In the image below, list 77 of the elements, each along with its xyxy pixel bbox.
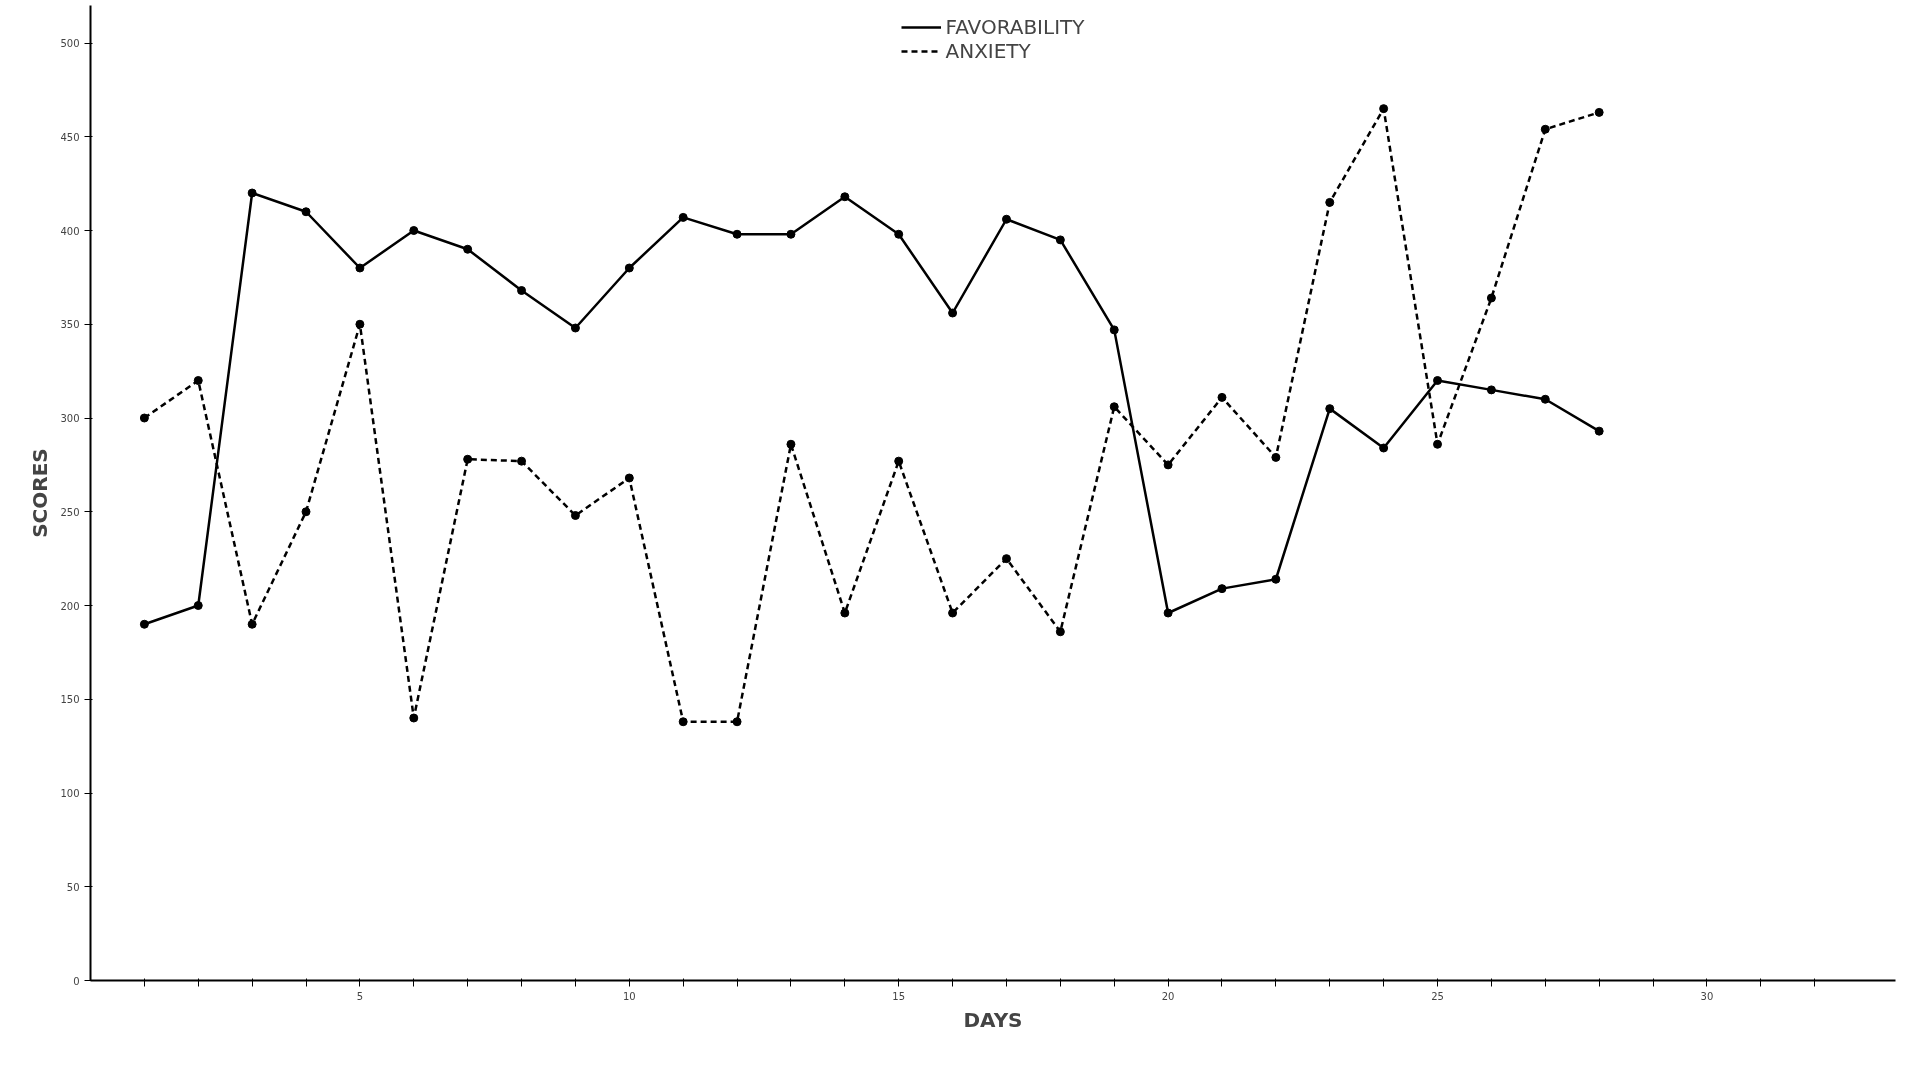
point (678, 212, 688, 222)
point (1594, 107, 1604, 117)
point (1379, 443, 1389, 453)
x-tick-label: 25 (1431, 990, 1444, 1002)
point (948, 308, 958, 318)
point (732, 717, 742, 727)
y-tick-label: 300 (60, 413, 80, 424)
point (1486, 385, 1496, 395)
point (624, 473, 634, 483)
point (355, 263, 365, 273)
y-tick-label: 50 (66, 881, 80, 893)
point (193, 601, 203, 610)
point (409, 226, 419, 235)
point (1271, 452, 1281, 462)
y-tick-label: 450 (60, 131, 80, 143)
point (247, 188, 257, 198)
x-tick-label: 30 (1700, 990, 1714, 1002)
point (786, 439, 796, 449)
y-tick-label: 150 (60, 694, 80, 706)
point (1001, 554, 1011, 564)
point (1217, 584, 1227, 594)
point (139, 619, 149, 629)
point (1540, 124, 1550, 134)
point (139, 413, 149, 423)
x-tick-label: 10 (622, 990, 636, 1002)
point (247, 619, 257, 629)
point (1486, 293, 1496, 303)
point (1109, 325, 1119, 335)
point (1109, 402, 1119, 412)
y-axis-title: SCORES (28, 448, 53, 538)
point (570, 323, 580, 333)
y-tick-label: 500 (60, 38, 80, 49)
point (1325, 197, 1335, 207)
point (1540, 394, 1550, 404)
point (894, 229, 904, 239)
point (678, 717, 688, 727)
point (1433, 439, 1443, 449)
point (193, 376, 203, 385)
point (409, 713, 419, 723)
x-axis-title: DAYS (963, 1007, 1023, 1032)
y-tick-label: 350 (60, 319, 80, 331)
point (517, 456, 527, 466)
y-tick-label: 250 (60, 506, 80, 518)
point (1163, 608, 1173, 618)
point (570, 511, 580, 520)
point (1055, 627, 1065, 637)
point (301, 207, 311, 217)
y-tick-label: 400 (60, 225, 80, 237)
x-tick-label: 15 (892, 990, 906, 1002)
point (1271, 574, 1281, 584)
point (840, 608, 850, 618)
point (1325, 404, 1335, 414)
y-tick-label: 100 (60, 788, 80, 799)
point (732, 229, 742, 239)
point (355, 319, 365, 329)
point (1594, 426, 1604, 436)
legend-label: ANXIETY (945, 39, 1031, 63)
point (1433, 376, 1443, 385)
point (894, 456, 904, 466)
point (463, 454, 473, 464)
point (786, 229, 796, 239)
x-tick-label: 5 (356, 990, 364, 1002)
point (948, 608, 958, 618)
point (1163, 460, 1173, 470)
point (463, 244, 473, 254)
point (624, 263, 634, 273)
point (840, 192, 850, 202)
point (1055, 235, 1065, 245)
point (301, 507, 311, 517)
y-tick-label: 0 (73, 975, 80, 987)
legend-label: FAVORABILITY (945, 15, 1085, 39)
point (1379, 104, 1389, 114)
point (1001, 214, 1011, 224)
point (517, 286, 527, 295)
x-tick-label: 20 (1161, 990, 1175, 1002)
point (1217, 392, 1227, 402)
y-tick-label: 200 (60, 600, 80, 612)
